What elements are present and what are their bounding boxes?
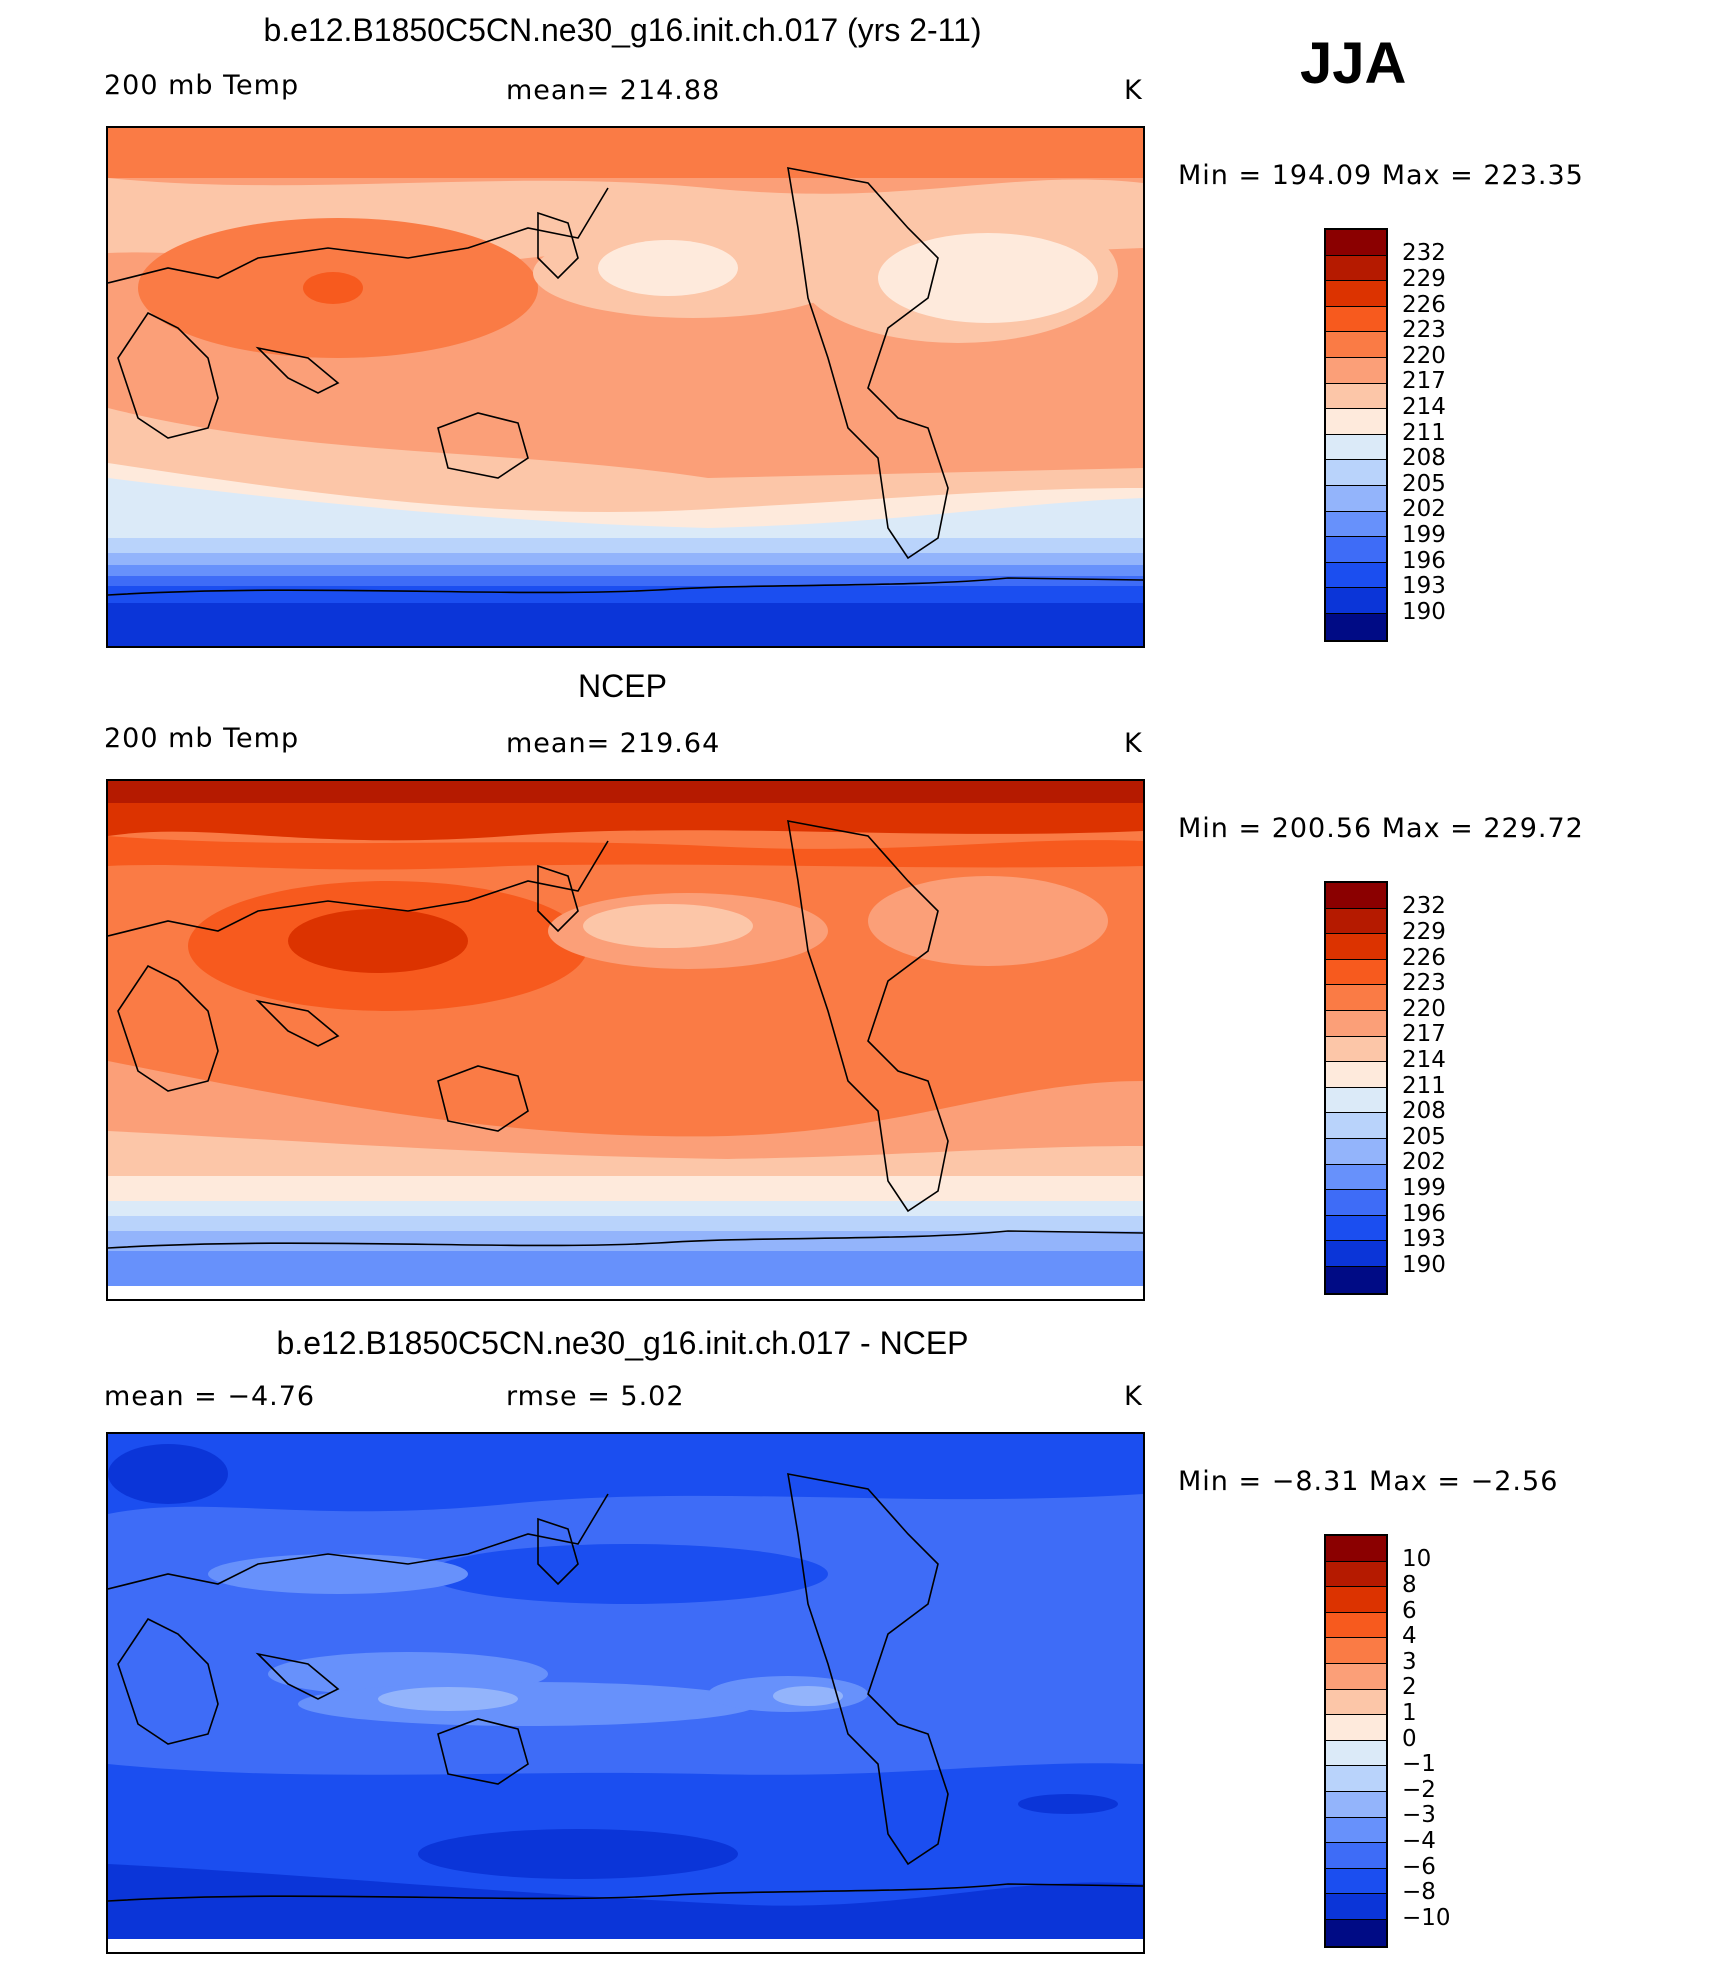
colorbar-tick: 0 — [1402, 1726, 1417, 1752]
model-temperature-map — [106, 126, 1145, 648]
colorbar-tick: −3 — [1402, 1802, 1436, 1828]
colorbar-tick: 205 — [1402, 471, 1446, 497]
colorbar-tick: 229 — [1402, 919, 1446, 945]
panel-2-title: NCEP — [578, 668, 667, 704]
colorbar-tick: 217 — [1402, 1021, 1446, 1047]
colorbar-tick: 202 — [1402, 1149, 1446, 1175]
difference-temperature-contours — [108, 1434, 1143, 1952]
colorbar-tick: 220 — [1402, 996, 1446, 1022]
panel-3-rmse-label: rmse = 5.02 — [506, 1381, 685, 1412]
colorbar-tick: 211 — [1402, 1073, 1446, 1099]
colorbar-tick: −6 — [1402, 1854, 1436, 1880]
colorbar-tick: 199 — [1402, 522, 1446, 548]
colorbar-tick: 8 — [1402, 1572, 1417, 1598]
colorbar-tick: 229 — [1402, 266, 1446, 292]
colorbar-tick: 205 — [1402, 1124, 1446, 1150]
colorbar-tick: 10 — [1402, 1546, 1432, 1572]
colorbar-tick: −1 — [1402, 1751, 1436, 1777]
colorbar-tick: −4 — [1402, 1828, 1436, 1854]
colorbar-tick: 232 — [1402, 240, 1446, 266]
panel-1-variable-label: 200 mb Temp — [104, 70, 300, 101]
panel-3-title: b.e12.B1850C5CN.ne30_g16.init.ch.017 - N… — [276, 1325, 969, 1361]
panel-3-units-label: K — [1124, 1381, 1143, 1412]
panel-2-colorbar — [1324, 881, 1388, 1295]
colorbar-tick: 196 — [1402, 548, 1446, 574]
panel-1-title: b.e12.B1850C5CN.ne30_g16.init.ch.017 (yr… — [263, 12, 982, 48]
colorbar-tick: −8 — [1402, 1879, 1436, 1905]
ncep-temperature-contours — [108, 781, 1143, 1299]
colorbar-tick: 232 — [1402, 893, 1446, 919]
colorbar-tick: 196 — [1402, 1201, 1446, 1227]
colorbar-tick: 211 — [1402, 420, 1446, 446]
panel-3-colorbar — [1324, 1534, 1388, 1948]
colorbar-tick: 217 — [1402, 368, 1446, 394]
colorbar-tick: 223 — [1402, 317, 1446, 343]
colorbar-tick: 193 — [1402, 573, 1446, 599]
panel-2-minmax-label: Min = 200.56 Max = 229.72 — [1178, 813, 1584, 844]
panel-2-variable-label: 200 mb Temp — [104, 723, 300, 754]
panel-3-mean-label: mean = −4.76 — [104, 1381, 316, 1412]
colorbar-tick: −10 — [1402, 1905, 1451, 1931]
colorbar-tick: 202 — [1402, 496, 1446, 522]
colorbar-tick: 4 — [1402, 1623, 1417, 1649]
colorbar-tick: 3 — [1402, 1649, 1417, 1675]
colorbar-tick: 1 — [1402, 1700, 1417, 1726]
panel-2-mean-label: mean= 219.64 — [506, 728, 721, 759]
panel-1-colorbar — [1324, 228, 1388, 642]
colorbar-tick: 226 — [1402, 292, 1446, 318]
colorbar-tick: 214 — [1402, 394, 1446, 420]
model-temperature-contours — [108, 128, 1143, 646]
colorbar-tick: 190 — [1402, 599, 1446, 625]
panel-1-units-label: K — [1124, 75, 1143, 106]
panel-1-mean-label: mean= 214.88 — [506, 75, 721, 106]
colorbar-tick: 223 — [1402, 970, 1446, 996]
colorbar-tick: 208 — [1402, 1098, 1446, 1124]
ncep-temperature-map — [106, 779, 1145, 1301]
panel-3-minmax-label: Min = −8.31 Max = −2.56 — [1178, 1466, 1559, 1497]
panel-2-units-label: K — [1124, 728, 1143, 759]
season-label: JJA — [1300, 31, 1407, 96]
colorbar-tick: 214 — [1402, 1047, 1446, 1073]
colorbar-tick: 199 — [1402, 1175, 1446, 1201]
colorbar-tick: 208 — [1402, 445, 1446, 471]
colorbar-tick: 2 — [1402, 1674, 1417, 1700]
colorbar-tick: 193 — [1402, 1226, 1446, 1252]
colorbar-tick: 226 — [1402, 945, 1446, 971]
colorbar-tick: −2 — [1402, 1777, 1436, 1803]
colorbar-tick: 220 — [1402, 343, 1446, 369]
panel-1-minmax-label: Min = 194.09 Max = 223.35 — [1178, 160, 1584, 191]
colorbar-tick: 190 — [1402, 1252, 1446, 1278]
difference-temperature-map — [106, 1432, 1145, 1954]
colorbar-tick: 6 — [1402, 1598, 1417, 1624]
